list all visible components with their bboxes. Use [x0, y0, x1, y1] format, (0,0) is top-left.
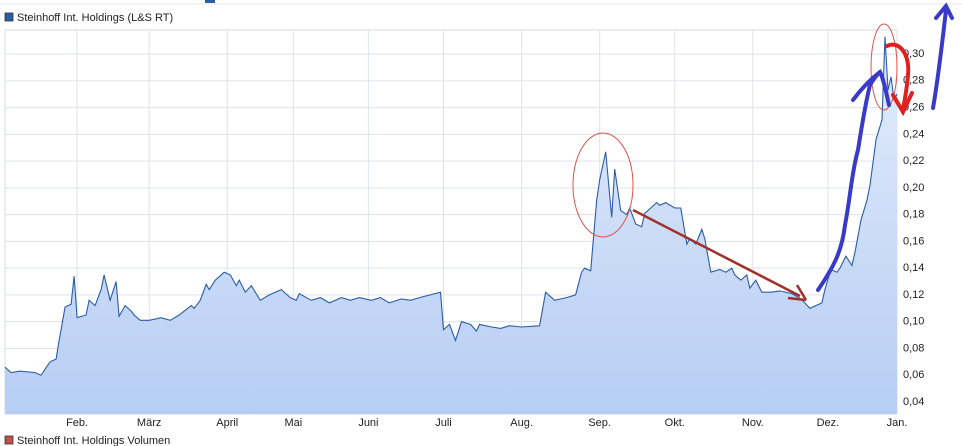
- line: [4, 36, 898, 376]
- x-tick-label: Aug.: [510, 417, 533, 429]
- x-tick-label: Juni: [358, 417, 378, 429]
- y-tick-label: 0,08: [903, 342, 924, 354]
- x-tick-label: Sep.: [588, 417, 611, 429]
- trend-arrow: [632, 208, 801, 298]
- y-tick-label: 0,20: [903, 182, 924, 194]
- highlight-circle: [870, 23, 898, 111]
- y-tick-label: 0,24: [903, 128, 924, 140]
- y-tick-label: 0,18: [903, 209, 924, 221]
- y-tick-label: 0,06: [903, 369, 924, 381]
- legend-label: Steinhoff Int. Holdings (L&S RT): [17, 12, 173, 24]
- x-tick-label: März: [137, 417, 161, 429]
- x-tick-label: Jan.: [887, 417, 908, 429]
- y-tick-label: 0,10: [903, 316, 924, 328]
- y-tick-label: 0,04: [903, 396, 924, 408]
- y-tick-label: 0,12: [903, 289, 924, 301]
- x-tick-label: April: [216, 417, 238, 429]
- annotations: [572, 2, 954, 302]
- x-tick-label: Nov.: [742, 417, 764, 429]
- y-tick-label: 0,22: [903, 155, 924, 167]
- hand-arrow: [885, 42, 911, 112]
- x-tick-label: Feb.: [66, 417, 88, 429]
- y-tick-label: 0,14: [903, 262, 924, 274]
- highlight-circle: [572, 132, 634, 238]
- legend-label: Steinhoff Int. Holdings Volumen: [17, 435, 170, 446]
- legend-swatch: [4, 12, 14, 22]
- hand-arrow-head: [851, 68, 891, 107]
- x-tick-label: Mai: [284, 417, 302, 429]
- x-tick-label: Dez.: [817, 417, 840, 429]
- legend-swatch: [4, 435, 14, 445]
- tab-indicator: [205, 0, 215, 3]
- y-tick-label: 0,16: [903, 235, 924, 247]
- hand-arrow-head: [891, 91, 914, 117]
- x-tick-label: Okt.: [665, 417, 685, 429]
- hand-arrow: [931, 2, 954, 110]
- x-tick-label: Juli: [435, 417, 452, 429]
- arrow-head: [787, 284, 808, 302]
- area: [5, 36, 897, 414]
